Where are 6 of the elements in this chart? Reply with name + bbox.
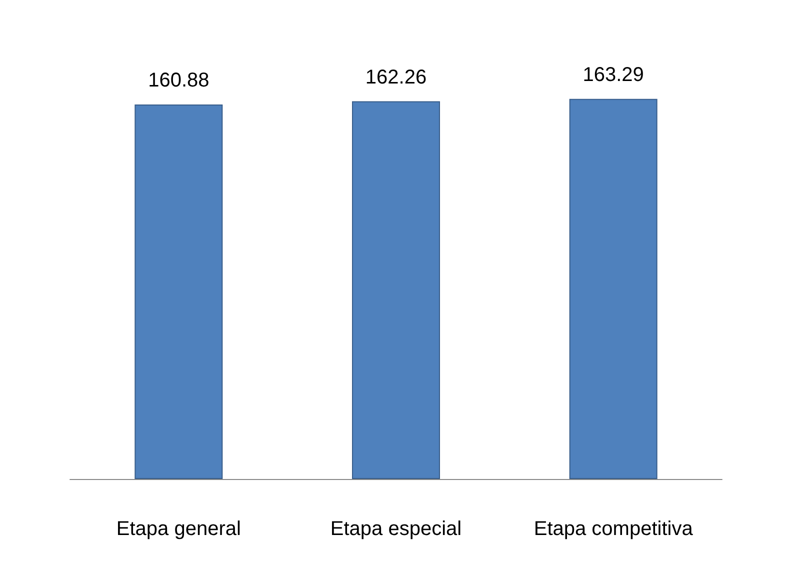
data-label: 162.26 [365,66,427,88]
x-tick-label: Etapa especial [330,518,462,540]
x-tick-label: Etapa general [116,518,241,540]
x-tick-label: Etapa competitiva [534,518,694,540]
data-label: 160.88 [148,70,210,92]
data-label: 163.29 [582,64,644,86]
